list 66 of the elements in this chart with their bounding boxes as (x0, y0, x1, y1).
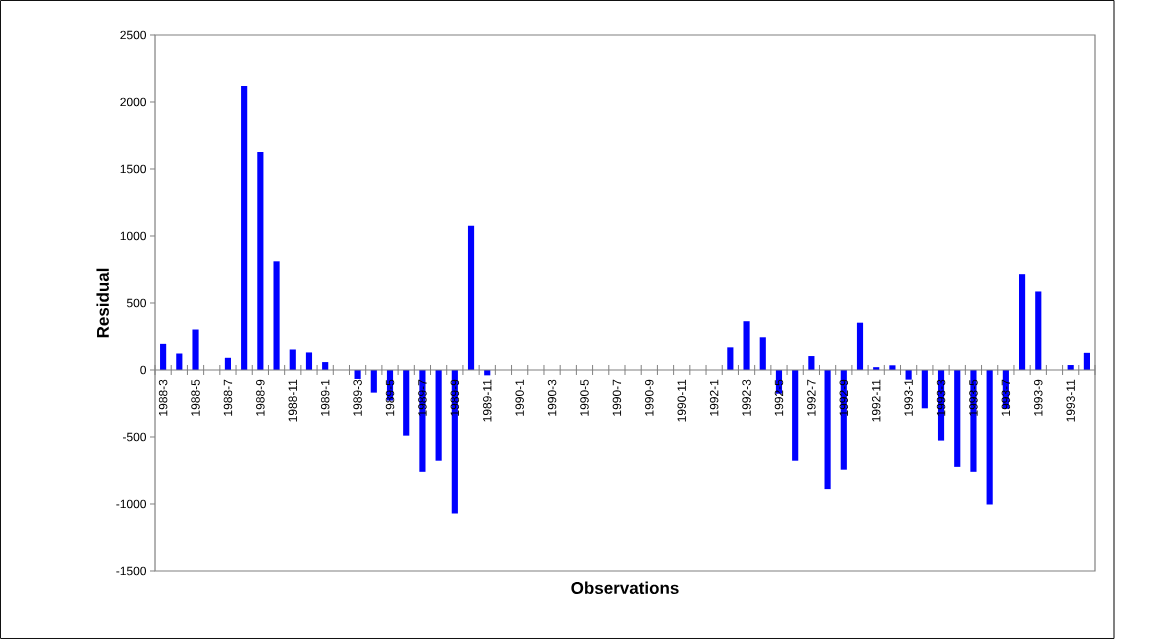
x-tick-label: 1993-11 (1066, 379, 1075, 422)
bar (792, 369, 799, 461)
bar (743, 321, 750, 370)
x-tick-label: 1988-7 (223, 379, 233, 416)
bar (905, 369, 912, 380)
bar (370, 369, 377, 393)
bar (954, 369, 961, 467)
bar (257, 151, 264, 370)
x-tick-label: 1989-1 (320, 379, 330, 416)
x-tick-label: 1992-7 (807, 379, 816, 416)
bar (403, 369, 410, 436)
y-tick-label: 500 (126, 298, 147, 308)
x-tick-label: 1989-3 (353, 379, 362, 416)
bar (1035, 291, 1042, 370)
x-tick-label: 1992-9 (839, 379, 849, 416)
x-tick-label: 1989-11 (483, 379, 492, 422)
x-tick-label: 1990-1 (515, 379, 524, 416)
y-tick-label: 2500 (120, 30, 147, 40)
bar (467, 225, 475, 370)
bar (921, 369, 928, 409)
x-tick-label: 1988-3 (158, 379, 168, 416)
bar (1083, 352, 1090, 370)
bar (241, 85, 248, 370)
x-tick-label: 1988-11 (288, 379, 298, 422)
y-tick-label: 0 (140, 365, 147, 375)
bar (856, 322, 864, 370)
bar (273, 261, 280, 370)
x-tick-label: 1990-9 (645, 379, 654, 416)
x-tick-label: 1989-9 (450, 379, 460, 416)
bar (289, 349, 296, 370)
y-tick-label: 2000 (120, 97, 147, 107)
y-axis-title: Residual (96, 268, 109, 338)
bar (305, 352, 313, 370)
x-tick-label: 1988-5 (191, 379, 200, 416)
x-tick-label: 1992-3 (742, 379, 751, 416)
x-tick-label: 1993-9 (1034, 379, 1043, 416)
x-tick-label: 1993-3 (936, 379, 946, 416)
bar (727, 347, 734, 370)
bar (192, 329, 199, 370)
bar (986, 369, 993, 505)
x-tick-label: 1989-5 (385, 379, 395, 416)
x-tick-label: 1992-5 (774, 379, 784, 416)
x-tick-label: 1988-9 (256, 379, 265, 416)
y-tick-label: 1000 (120, 231, 147, 241)
x-tick-label: 1989-7 (418, 379, 427, 416)
x-tick-label: 1993-7 (1001, 379, 1011, 416)
x-tick-label: 1990-11 (677, 379, 686, 422)
x-tick-label: 1990-5 (580, 379, 589, 416)
bar (970, 369, 977, 472)
bar (824, 369, 831, 490)
x-tick-label: 1990-3 (547, 379, 557, 416)
x-tick-label: 1993-5 (969, 379, 978, 416)
x-tick-label: 1990-7 (612, 379, 622, 416)
y-tick-label: -1000 (116, 499, 147, 509)
y-tick-label: 1500 (120, 164, 147, 174)
bar (435, 369, 442, 461)
y-tick-label: -1500 (116, 566, 147, 576)
x-tick-label: 1993-1 (904, 379, 913, 416)
x-tick-label: 1992-1 (709, 379, 719, 416)
x-tick-label: 1992-11 (871, 379, 881, 422)
x-axis-title: Observations (571, 581, 679, 595)
bar (1018, 274, 1026, 370)
bar (160, 343, 167, 370)
bar (759, 337, 766, 370)
bar (808, 356, 815, 370)
y-tick-label: -500 (122, 432, 147, 442)
